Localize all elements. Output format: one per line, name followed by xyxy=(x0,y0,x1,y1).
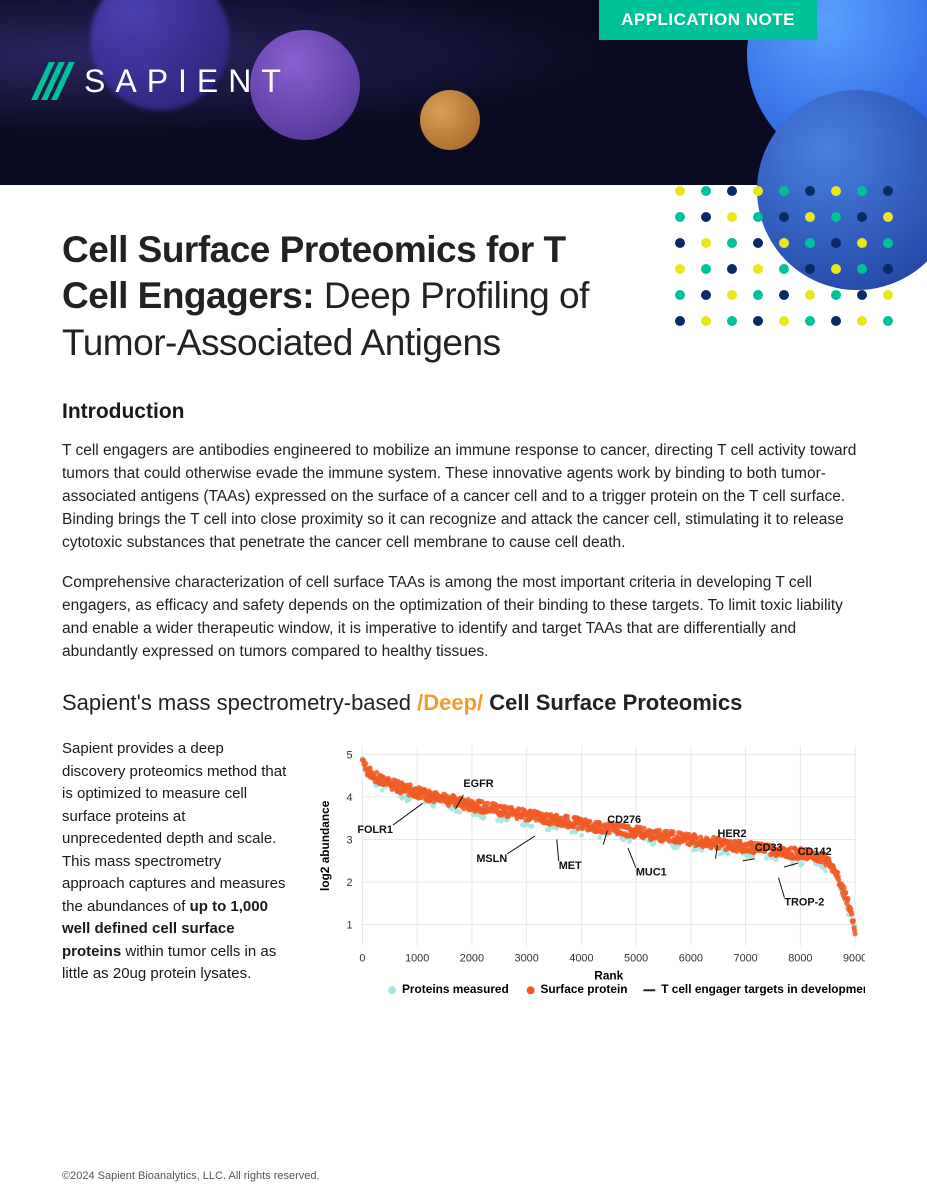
svg-text:MET: MET xyxy=(559,860,582,872)
svg-text:Proteins measured: Proteins measured xyxy=(402,982,509,996)
main-content: Cell Surface Proteomics for T Cell Engag… xyxy=(0,185,680,424)
intro-paragraph-2: Comprehensive characterization of cell s… xyxy=(62,572,862,664)
svg-text:log2 abundance: log2 abundance xyxy=(318,800,332,891)
intro-heading: Introduction xyxy=(62,400,618,424)
svg-text:2: 2 xyxy=(346,877,352,889)
svg-text:5: 5 xyxy=(346,750,352,762)
chart-svg: 0 1000 2000 3000 4000 5000 6000 7000 8000 9000 1 2 3… xyxy=(311,738,865,1015)
svg-text:8000: 8000 xyxy=(788,953,812,965)
subhead-post: Cell Surface Proteomics xyxy=(483,690,742,715)
subhead-accent: /Deep/ xyxy=(417,690,483,715)
dot-grid-decor xyxy=(675,186,895,328)
copyright-footer: ©2024 Sapient Bioanalytics, LLC. All rig… xyxy=(62,1170,320,1182)
hero-decor xyxy=(420,90,480,150)
svg-text:Surface protein: Surface protein xyxy=(541,982,628,996)
abundance-rank-chart: 0 1000 2000 3000 4000 5000 6000 7000 8000 9000 1 2 3… xyxy=(311,738,865,1020)
logo: SAPIENT xyxy=(40,62,291,100)
svg-text:Rank: Rank xyxy=(594,969,623,983)
svg-text:HER2: HER2 xyxy=(717,828,746,840)
svg-text:CD33: CD33 xyxy=(755,842,783,854)
svg-text:3000: 3000 xyxy=(515,953,539,965)
chart-desc-t1: Sapient provides a deep discovery proteo… xyxy=(62,740,286,915)
svg-text:6000: 6000 xyxy=(679,953,703,965)
svg-text:MSLN: MSLN xyxy=(476,853,507,865)
svg-text:1: 1 xyxy=(346,920,352,932)
hero-banner: APPLICATION NOTE SAPIENT xyxy=(0,0,927,185)
svg-text:9000: 9000 xyxy=(843,953,865,965)
svg-text:T cell engager targets in deve: T cell engager targets in development xyxy=(661,982,865,996)
logo-text: SAPIENT xyxy=(84,63,291,100)
intro-paragraph-1: T cell engagers are antibodies engineere… xyxy=(62,440,862,555)
svg-text:4: 4 xyxy=(346,792,352,804)
logo-mark-icon xyxy=(31,62,75,100)
chart-section: Sapient provides a deep discovery proteo… xyxy=(0,738,927,1020)
svg-text:CD276: CD276 xyxy=(607,814,641,826)
svg-text:TROP-2: TROP-2 xyxy=(784,897,824,909)
svg-text:CD142: CD142 xyxy=(798,846,832,858)
svg-text:3: 3 xyxy=(346,835,352,847)
svg-text:FOLR1: FOLR1 xyxy=(357,824,393,836)
svg-text:5000: 5000 xyxy=(624,953,648,965)
svg-text:EGFR: EGFR xyxy=(463,778,493,790)
chart-description: Sapient provides a deep discovery proteo… xyxy=(62,738,287,1020)
svg-text:0: 0 xyxy=(359,953,365,965)
svg-text:7000: 7000 xyxy=(734,953,758,965)
svg-text:4000: 4000 xyxy=(569,953,593,965)
svg-text:MUC1: MUC1 xyxy=(636,867,667,879)
svg-text:2000: 2000 xyxy=(460,953,484,965)
subhead-pre: Sapient's mass spectrometry-based xyxy=(62,690,417,715)
svg-text:1000: 1000 xyxy=(405,953,429,965)
application-note-badge: APPLICATION NOTE xyxy=(599,0,817,40)
proteomics-subhead: Sapient's mass spectrometry-based /Deep/… xyxy=(62,690,865,716)
page-title: Cell Surface Proteomics for T Cell Engag… xyxy=(62,227,618,366)
